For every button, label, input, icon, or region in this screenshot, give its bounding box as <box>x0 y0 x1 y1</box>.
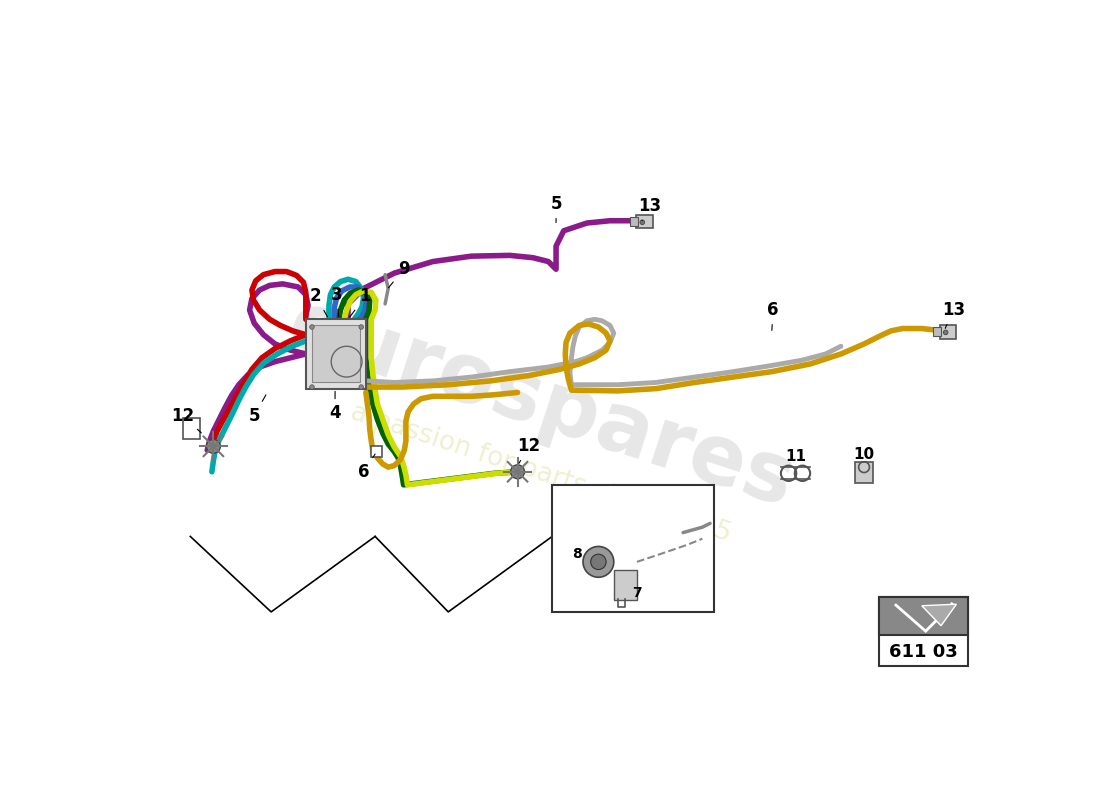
Text: 6: 6 <box>768 301 779 330</box>
Text: 6: 6 <box>358 454 375 481</box>
Bar <box>933 327 942 336</box>
Bar <box>630 217 638 226</box>
Bar <box>372 446 382 457</box>
Circle shape <box>944 330 948 334</box>
Text: 2: 2 <box>310 287 328 317</box>
Bar <box>614 570 637 600</box>
Text: eurospares: eurospares <box>277 284 804 524</box>
Text: 11: 11 <box>785 449 806 464</box>
Circle shape <box>583 546 614 578</box>
Bar <box>552 485 714 612</box>
Text: 4: 4 <box>329 391 341 422</box>
Text: 8: 8 <box>572 547 582 561</box>
Text: 13: 13 <box>638 197 661 221</box>
Text: 5: 5 <box>249 395 266 425</box>
Bar <box>312 326 360 382</box>
Circle shape <box>310 385 315 390</box>
Text: 7: 7 <box>632 586 641 600</box>
Text: 1: 1 <box>350 287 371 317</box>
Circle shape <box>207 439 220 454</box>
Circle shape <box>359 385 363 390</box>
Bar <box>855 462 873 483</box>
Circle shape <box>510 465 525 478</box>
Text: 10: 10 <box>854 446 874 462</box>
Bar <box>939 325 957 338</box>
Text: 12: 12 <box>170 406 201 433</box>
Text: 611 03: 611 03 <box>889 643 958 661</box>
Circle shape <box>640 220 645 225</box>
Bar <box>880 597 968 666</box>
Bar <box>636 214 653 229</box>
Bar <box>880 597 968 635</box>
Text: 9: 9 <box>388 260 409 288</box>
Text: 5: 5 <box>550 195 562 222</box>
Circle shape <box>359 325 363 330</box>
Polygon shape <box>922 604 957 626</box>
Text: a passion for parts since 1985: a passion for parts since 1985 <box>346 399 735 547</box>
Circle shape <box>310 325 315 330</box>
Text: 13: 13 <box>942 301 965 328</box>
Bar <box>306 319 366 389</box>
Text: 12: 12 <box>517 438 541 463</box>
Bar <box>183 418 199 439</box>
Circle shape <box>591 554 606 570</box>
Text: 3: 3 <box>331 286 342 317</box>
